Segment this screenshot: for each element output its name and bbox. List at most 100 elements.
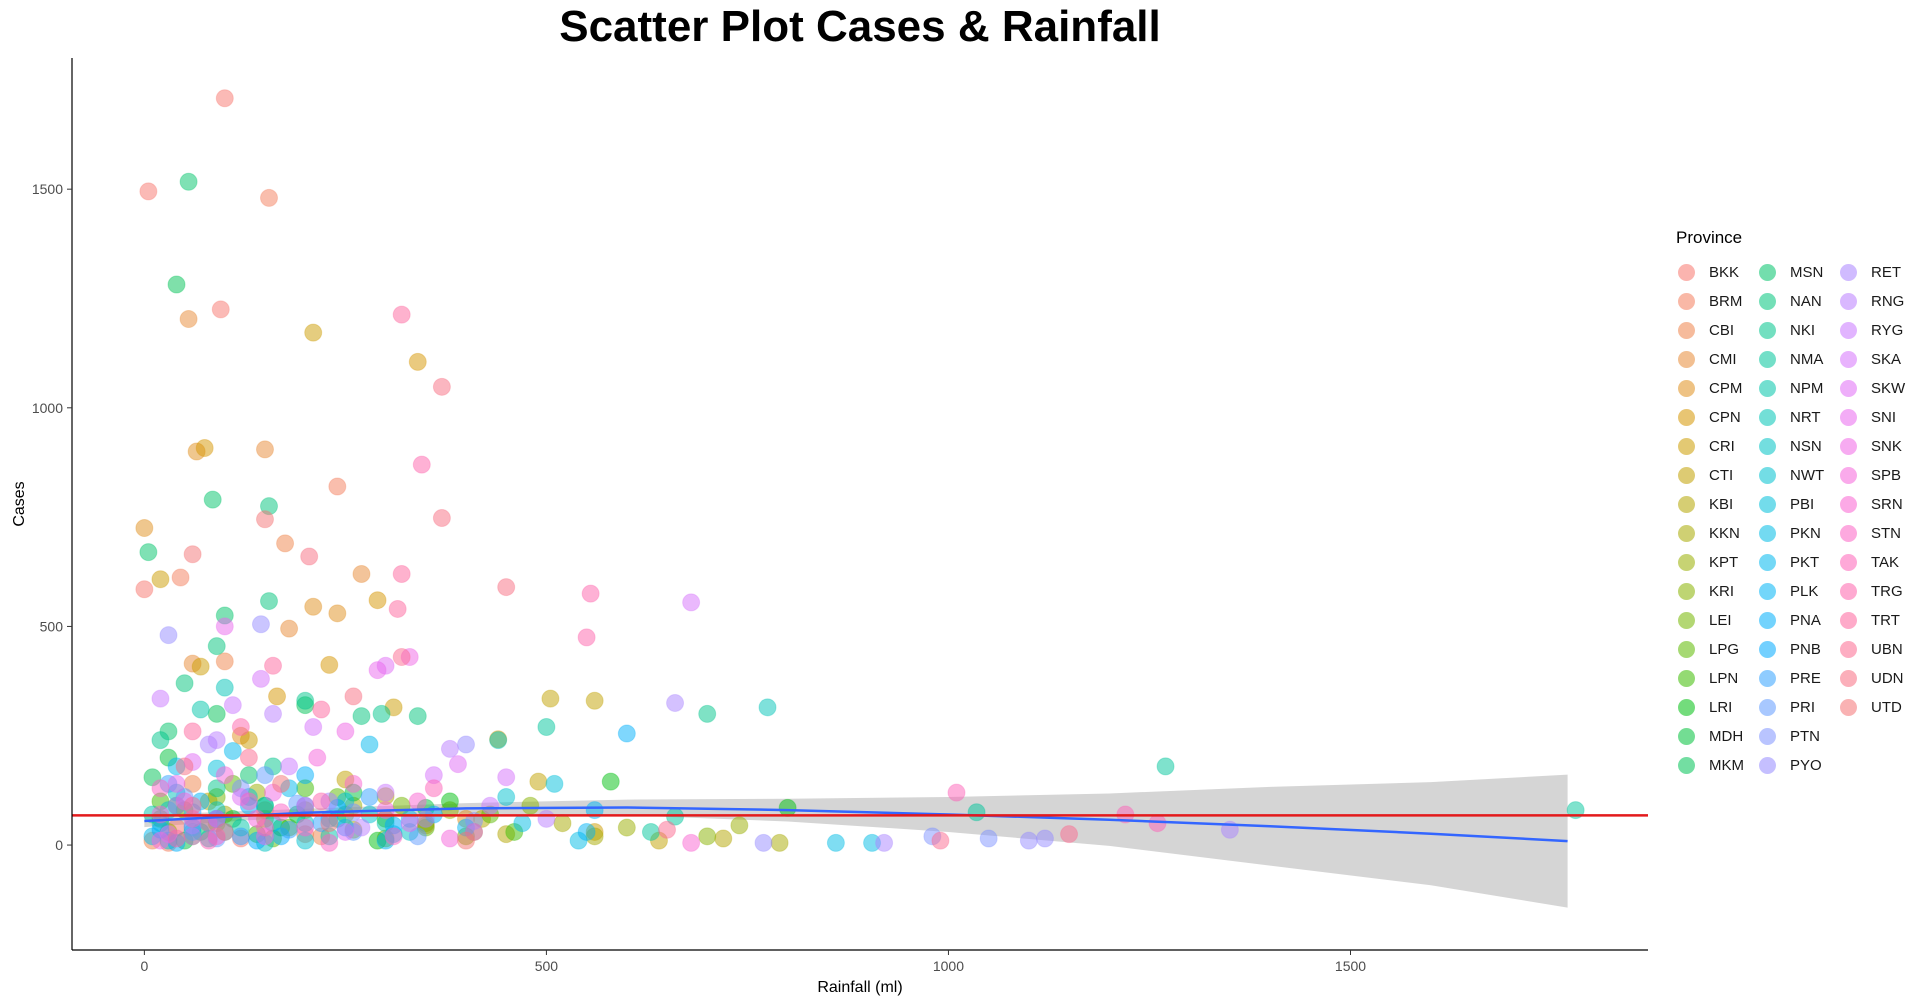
- legend-label: PNA: [1790, 612, 1821, 629]
- legend-swatch: [1678, 380, 1695, 397]
- data-point-ryg: [183, 827, 202, 846]
- x-tick-label: 1000: [933, 958, 964, 974]
- data-point-ret: [875, 833, 894, 852]
- data-point-msn: [139, 543, 158, 562]
- legend-label: PRE: [1790, 670, 1821, 687]
- data-point-ubn: [931, 831, 950, 850]
- data-point-nma: [1156, 757, 1175, 776]
- data-point-kri: [698, 827, 717, 846]
- legend-label: RYG: [1871, 322, 1904, 339]
- legend-label: STN: [1871, 525, 1901, 542]
- legend-swatch: [1759, 612, 1776, 629]
- legend-swatch: [1840, 322, 1857, 339]
- legend-label: CTI: [1709, 467, 1734, 484]
- legend-label: KPT: [1709, 554, 1739, 571]
- data-point-cpn: [320, 655, 339, 674]
- data-point-udn: [432, 377, 451, 396]
- data-point-pyo: [159, 626, 178, 645]
- legend-label: CPN: [1709, 409, 1741, 426]
- data-point-cmi: [352, 564, 371, 583]
- data-point-nrt: [215, 678, 234, 697]
- legend-label: SKA: [1871, 351, 1902, 368]
- data-point-srn: [296, 818, 315, 837]
- legend-label: BRM: [1709, 293, 1743, 310]
- legend-label: LPN: [1709, 670, 1739, 687]
- legend-swatch: [1759, 351, 1776, 368]
- legend-swatch: [1840, 670, 1857, 687]
- data-point-udn: [300, 547, 319, 566]
- legend-swatch: [1678, 264, 1695, 281]
- data-point-ryg: [481, 796, 500, 815]
- legend-label: KKN: [1709, 525, 1740, 542]
- data-point-nma: [967, 803, 986, 822]
- data-point-tak: [255, 818, 274, 837]
- legend-swatch: [1678, 467, 1695, 484]
- y-tick-label: 500: [40, 618, 64, 634]
- legend-item-stn: STN: [1838, 519, 1919, 548]
- data-point-sni: [400, 814, 419, 833]
- data-point-rng: [352, 818, 371, 837]
- data-point-trt: [312, 700, 331, 719]
- data-point-npm: [191, 700, 210, 719]
- y-axis-title: Cases: [11, 481, 28, 526]
- data-point-cti: [541, 689, 560, 708]
- data-point-nki: [296, 691, 315, 710]
- data-point-udn: [344, 687, 363, 706]
- data-point-lri: [778, 798, 797, 817]
- data-point-msn: [203, 490, 222, 509]
- data-point-nki: [151, 731, 170, 750]
- legend-label: PRI: [1790, 699, 1816, 716]
- legend-label: NSN: [1790, 438, 1822, 455]
- legend-item-tak: TAK: [1838, 548, 1919, 577]
- legend-label: NMA: [1790, 351, 1824, 368]
- legend-item-cpm: CPM: [1676, 374, 1757, 403]
- legend-item-nan: NAN: [1757, 287, 1838, 316]
- data-point-cbi: [276, 534, 295, 553]
- data-point-kkn: [553, 814, 572, 833]
- data-point-kpt: [730, 816, 749, 835]
- data-point-ptn: [979, 829, 998, 848]
- data-point-ska: [682, 593, 701, 612]
- legend-item-nsn: NSN: [1757, 432, 1838, 461]
- data-point-pna: [617, 724, 636, 743]
- data-point-utd: [183, 545, 202, 564]
- legend-item-sni: SNI: [1838, 403, 1919, 432]
- legend-item-pnb: PNB: [1757, 635, 1838, 664]
- legend-swatch: [1840, 409, 1857, 426]
- data-point-snk: [151, 831, 170, 850]
- data-point-utd: [215, 822, 234, 841]
- data-point-ubn: [1060, 825, 1079, 844]
- data-point-spb: [308, 748, 327, 767]
- data-point-stn: [384, 827, 403, 846]
- legend-label: SRN: [1871, 496, 1903, 513]
- y-tick-label: 1000: [32, 400, 63, 416]
- data-point-sni: [167, 774, 186, 793]
- data-point-utd: [457, 831, 475, 850]
- legend-label: UTD: [1871, 699, 1902, 716]
- data-point-nrt: [489, 731, 508, 750]
- data-point-udn: [497, 578, 516, 597]
- legend-label: LPG: [1709, 641, 1740, 658]
- data-point-ryg: [151, 689, 170, 708]
- legend-swatch: [1678, 641, 1695, 658]
- data-point-udn: [432, 508, 451, 527]
- data-point-cri: [239, 731, 258, 750]
- data-point-nki: [698, 704, 717, 723]
- data-point-tak: [947, 783, 966, 802]
- data-point-srn: [344, 774, 363, 793]
- x-axis-title: Rainfall (ml): [817, 979, 902, 996]
- legend-swatch: [1840, 467, 1857, 484]
- legend-swatch: [1759, 467, 1776, 484]
- legend-item-cbi: CBI: [1676, 316, 1757, 345]
- legend-swatch: [1759, 699, 1776, 716]
- data-point-cpm: [135, 519, 154, 538]
- x-tick-label: 1500: [1335, 958, 1366, 974]
- legend-label: TRG: [1871, 583, 1903, 600]
- data-point-skw: [448, 755, 467, 774]
- data-point-kbi: [714, 829, 733, 848]
- legend-label: NAN: [1790, 293, 1822, 310]
- data-point-bkk: [211, 300, 230, 319]
- data-point-cmi: [280, 619, 299, 638]
- legend-title: Province: [1676, 228, 1743, 247]
- y-tick-label: 1500: [32, 181, 63, 197]
